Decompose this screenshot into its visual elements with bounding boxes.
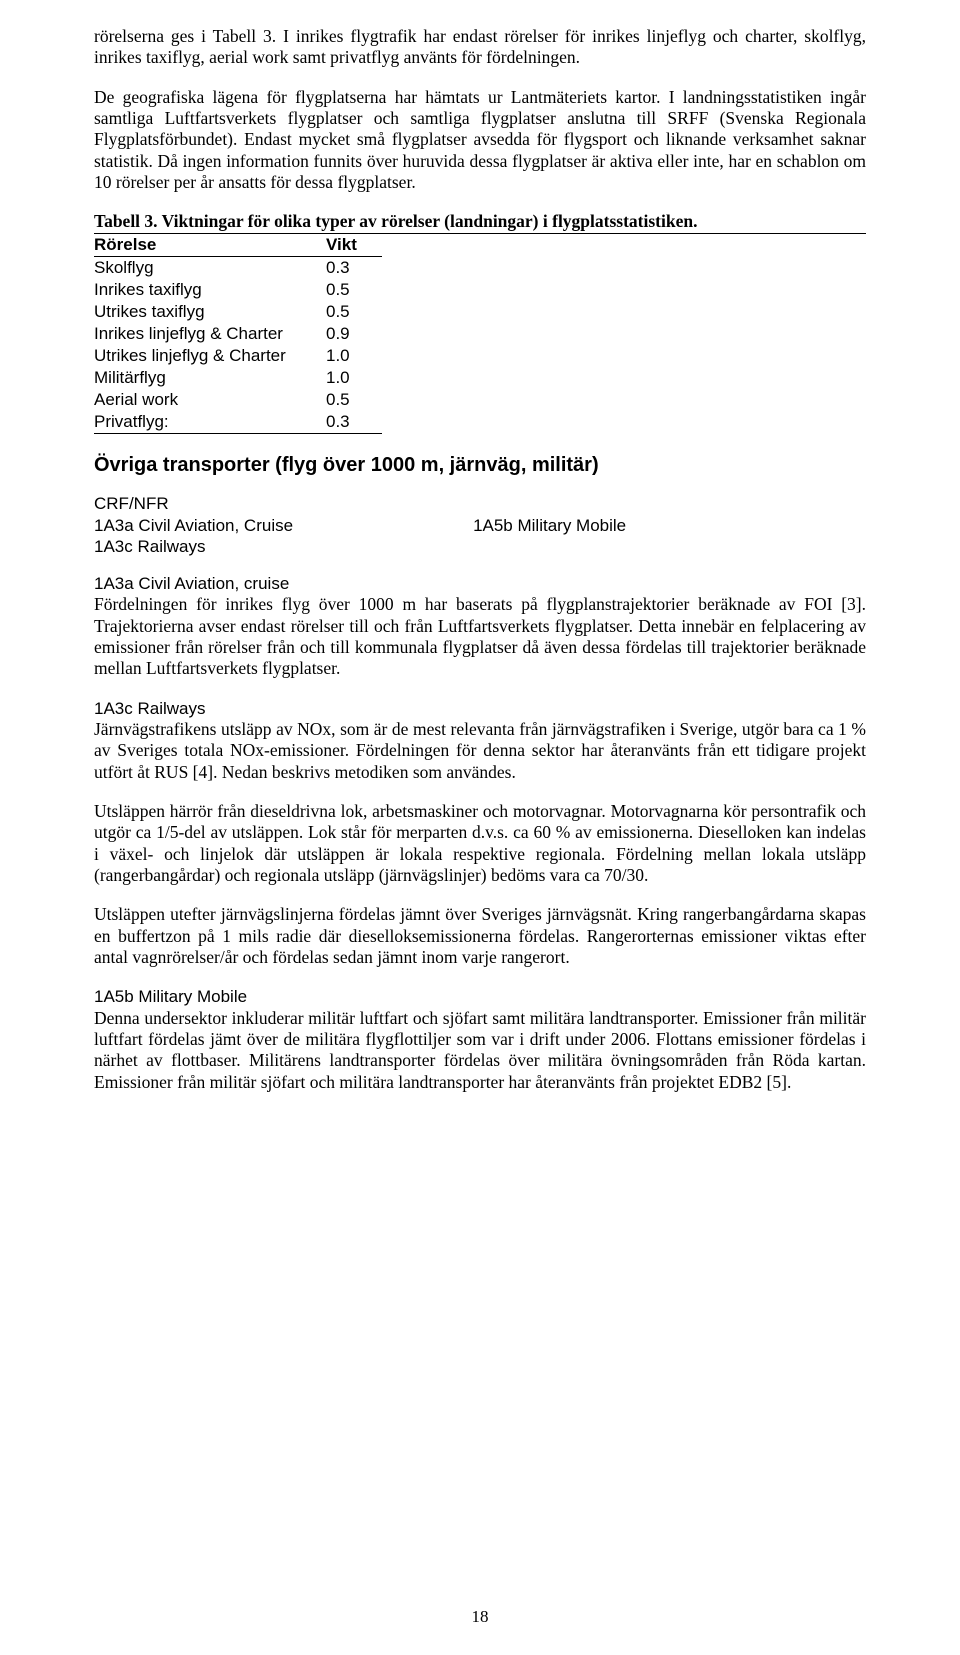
- cell-vikt: 0.5: [326, 389, 382, 411]
- cell-rorelse: Aerial work: [94, 389, 326, 411]
- cell-rorelse: Privatflyg:: [94, 411, 326, 434]
- paragraph: De geografiska lägena för flygplatserna …: [94, 87, 866, 194]
- table-header: Rörelse: [94, 234, 326, 257]
- crf-item: 1A5b Military Mobile: [473, 515, 626, 536]
- table-row: Skolflyg0.3: [94, 257, 382, 280]
- table-row: Utrikes linjeflyg & Charter1.0: [94, 345, 382, 367]
- cell-vikt: 1.0: [326, 367, 382, 389]
- subsection-title: 1A5b Military Mobile: [94, 986, 866, 1007]
- table-body: Skolflyg0.3Inrikes taxiflyg0.5Utrikes ta…: [94, 257, 382, 434]
- table-rorelse-vikt: Rörelse Vikt Skolflyg0.3Inrikes taxiflyg…: [94, 234, 382, 434]
- paragraph: Denna undersektor inkluderar militär luf…: [94, 1008, 866, 1093]
- cell-rorelse: Utrikes linjeflyg & Charter: [94, 345, 326, 367]
- page: rörelserna ges i Tabell 3. I inrikes fly…: [0, 0, 960, 1655]
- section-heading: Övriga transporter (flyg över 1000 m, jä…: [94, 454, 866, 477]
- cell-rorelse: Inrikes taxiflyg: [94, 279, 326, 301]
- subsection-title: 1A3c Railways: [94, 698, 866, 719]
- cell-rorelse: Militärflyg: [94, 367, 326, 389]
- table-row: Aerial work0.5: [94, 389, 382, 411]
- table-row: Inrikes taxiflyg0.5: [94, 279, 382, 301]
- cell-rorelse: Utrikes taxiflyg: [94, 301, 326, 323]
- table-row: Inrikes linjeflyg & Charter0.9: [94, 323, 382, 345]
- table-row: Militärflyg1.0: [94, 367, 382, 389]
- cell-rorelse: Skolflyg: [94, 257, 326, 280]
- crf-item: 1A3c Railways: [94, 536, 293, 557]
- paragraph: Fördelningen för inrikes flyg över 1000 …: [94, 594, 866, 679]
- crf-item: 1A3a Civil Aviation, Cruise: [94, 515, 293, 536]
- cell-rorelse: Inrikes linjeflyg & Charter: [94, 323, 326, 345]
- table-row: Utrikes taxiflyg0.5: [94, 301, 382, 323]
- table-row: Privatflyg:0.3: [94, 411, 382, 434]
- cell-vikt: 0.9: [326, 323, 382, 345]
- cell-vikt: 0.5: [326, 301, 382, 323]
- paragraph: Utsläppen utefter järnvägslinjerna förde…: [94, 904, 866, 968]
- cell-vikt: 1.0: [326, 345, 382, 367]
- cell-vikt: 0.5: [326, 279, 382, 301]
- table-caption: Tabell 3. Viktningar för olika typer av …: [94, 211, 866, 234]
- subsection-title: 1A3a Civil Aviation, cruise: [94, 573, 866, 594]
- cell-vikt: 0.3: [326, 411, 382, 434]
- paragraph: Järnvägstrafikens utsläpp av NOx, som är…: [94, 719, 866, 783]
- cell-vikt: 0.3: [326, 257, 382, 280]
- crf-title: CRF/NFR: [94, 493, 866, 514]
- page-number: 18: [0, 1607, 960, 1627]
- paragraph: Utsläppen härrör från dieseldrivna lok, …: [94, 801, 866, 886]
- paragraph: rörelserna ges i Tabell 3. I inrikes fly…: [94, 26, 866, 69]
- crf-block: CRF/NFR 1A3a Civil Aviation, Cruise 1A3c…: [94, 493, 866, 557]
- table-header: Vikt: [326, 234, 382, 257]
